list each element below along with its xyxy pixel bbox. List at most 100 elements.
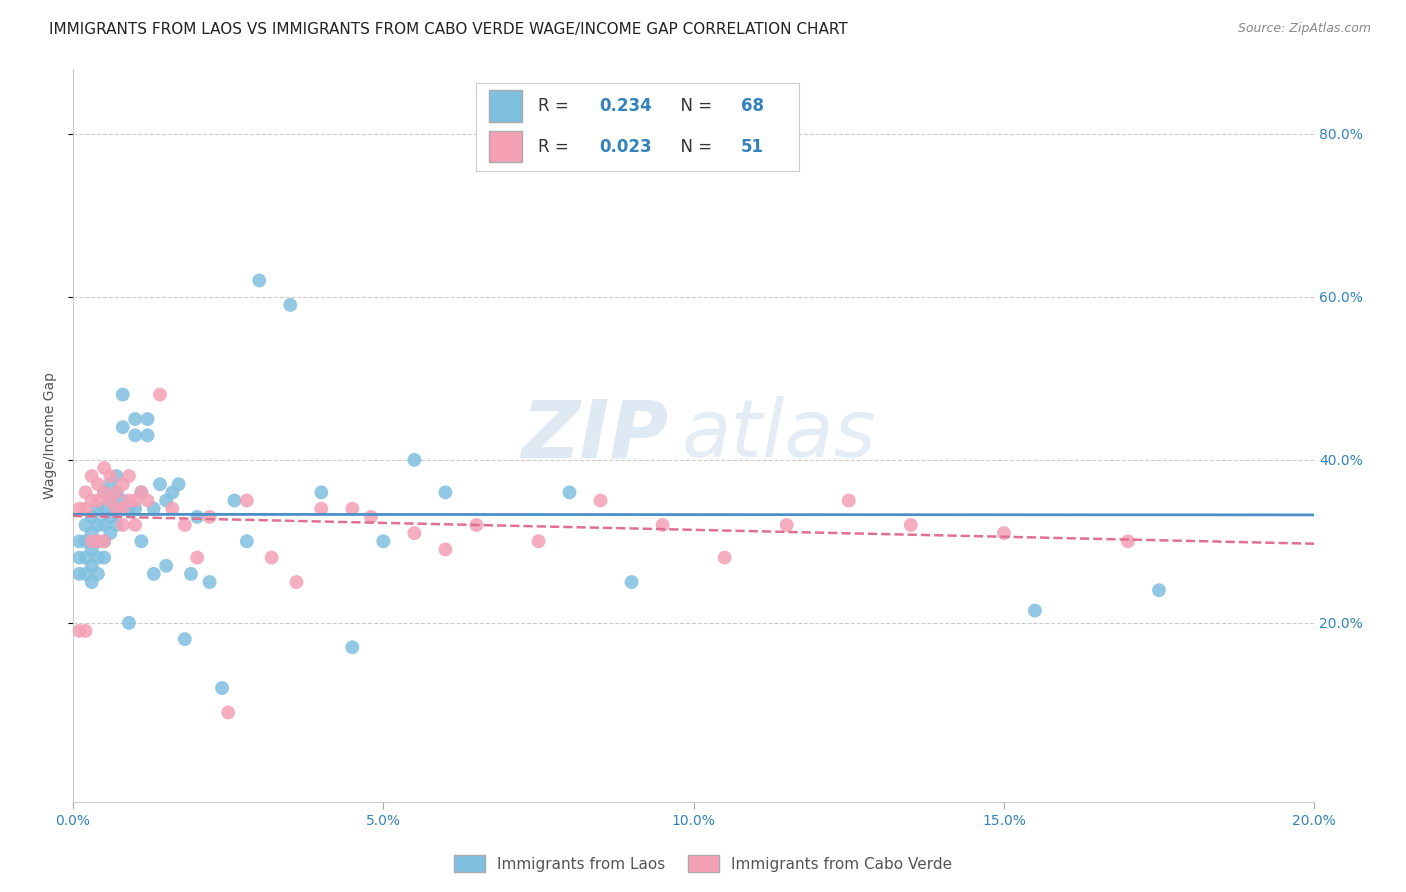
Point (247, 273, 270, 287)
Point (713, 550, 735, 565)
Point (186, 509, 208, 524)
Point (93, 485, 115, 500)
Point (111, 501, 134, 516)
Point (80, 526, 103, 541)
Point (105, 485, 128, 500)
Point (80, 542, 103, 557)
Point (111, 387, 134, 401)
Point (162, 485, 184, 500)
Point (342, 501, 364, 516)
Point (87, 550, 110, 565)
Text: ZIP: ZIP (522, 396, 669, 475)
Point (80, 558, 103, 573)
Point (75, 550, 97, 565)
Point (98, 509, 121, 524)
Point (67, 534, 90, 549)
Point (1147, 583, 1170, 598)
Point (98, 493, 121, 508)
Point (93, 518, 115, 533)
Point (173, 632, 195, 646)
Point (131, 485, 153, 500)
Point (98, 477, 121, 491)
Point (75, 534, 97, 549)
Point (87, 534, 110, 549)
Point (93, 501, 115, 516)
Point (124, 501, 146, 516)
Point (142, 566, 165, 581)
Point (620, 575, 643, 590)
Point (167, 477, 190, 491)
Point (236, 534, 259, 549)
Text: atlas: atlas (682, 396, 876, 475)
Point (342, 640, 364, 655)
Point (180, 566, 202, 581)
Point (496, 135, 519, 149)
Point (67, 624, 90, 638)
Point (155, 558, 177, 573)
Point (993, 526, 1015, 541)
Point (211, 681, 233, 695)
Point (131, 485, 153, 500)
Point (87, 477, 110, 491)
Point (434, 542, 457, 557)
Point (278, 298, 301, 312)
Point (1024, 604, 1046, 618)
Point (87, 566, 110, 581)
Point (173, 518, 195, 533)
Point (311, 501, 333, 516)
Point (162, 501, 184, 516)
Point (124, 493, 146, 508)
Point (93, 550, 115, 565)
Point (75, 501, 97, 516)
Point (118, 615, 141, 630)
Point (260, 550, 283, 565)
Point (651, 518, 673, 533)
Point (373, 534, 395, 549)
Point (80, 509, 103, 524)
Point (465, 518, 488, 533)
Point (776, 518, 799, 533)
Point (105, 469, 128, 483)
Text: Source: ZipAtlas.com: Source: ZipAtlas.com (1237, 22, 1371, 36)
Point (136, 412, 159, 426)
Point (434, 485, 457, 500)
Point (360, 509, 382, 524)
Point (67, 550, 90, 565)
Point (80, 534, 103, 549)
Point (124, 412, 146, 426)
Point (75, 624, 97, 638)
Point (118, 469, 141, 483)
Point (67, 501, 90, 516)
Point (124, 428, 146, 442)
Point (285, 575, 308, 590)
Point (75, 485, 97, 500)
Point (124, 518, 146, 533)
Point (404, 452, 426, 467)
Point (118, 493, 141, 508)
Point (105, 518, 128, 533)
Point (111, 493, 134, 508)
Point (93, 485, 115, 500)
Point (149, 477, 172, 491)
Point (558, 485, 581, 500)
Point (527, 534, 550, 549)
Point (900, 518, 922, 533)
Point (1116, 534, 1139, 549)
Y-axis label: Wage/Income Gap: Wage/Income Gap (44, 372, 58, 499)
Point (87, 493, 110, 508)
Point (155, 493, 177, 508)
Point (105, 485, 128, 500)
Point (149, 387, 172, 401)
Legend: Immigrants from Laos, Immigrants from Cabo Verde: Immigrants from Laos, Immigrants from Ca… (447, 847, 959, 880)
Point (111, 518, 134, 533)
Point (75, 566, 97, 581)
Point (93, 534, 115, 549)
Point (93, 534, 115, 549)
Point (136, 428, 159, 442)
Point (142, 501, 165, 516)
Point (198, 575, 221, 590)
Point (75, 518, 97, 533)
Point (198, 509, 221, 524)
Point (217, 706, 239, 720)
Point (93, 461, 115, 475)
